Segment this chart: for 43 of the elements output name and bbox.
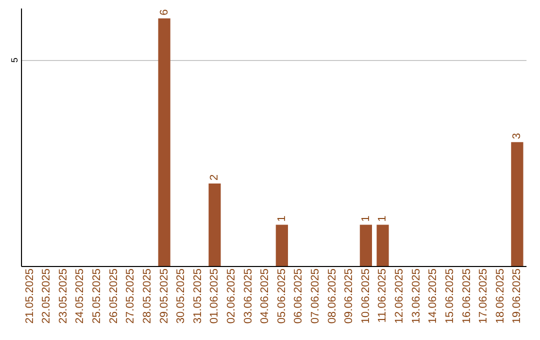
x-tick-label: 13.06.2025 <box>410 268 422 324</box>
x-tick-label: 17.06.2025 <box>478 268 490 324</box>
x-tick-label: 31.05.2025 <box>192 268 204 324</box>
bar <box>360 224 372 266</box>
data-label: 6 <box>158 9 170 16</box>
x-tick-label: 03.06.2025 <box>242 268 254 324</box>
bar <box>158 18 170 266</box>
x-tick-label: 11.06.2025 <box>376 268 389 323</box>
x-tick-label: 15.06.2025 <box>444 268 456 324</box>
bar <box>376 224 389 266</box>
x-tick-label: 19.06.2025 <box>511 268 524 324</box>
data-label: 3 <box>511 133 524 140</box>
bar <box>208 183 221 266</box>
x-tick-label: 14.06.2025 <box>427 268 440 324</box>
x-tick-label: 22.05.2025 <box>40 268 53 324</box>
x-tick-label: 23.05.2025 <box>57 268 70 324</box>
x-tick-label: 25.05.2025 <box>91 268 104 324</box>
x-tick-label: 26.05.2025 <box>108 268 120 324</box>
x-tick-label: 09.06.2025 <box>343 268 356 324</box>
x-tick-label: 01.06.2025 <box>208 268 221 324</box>
x-tick-label: 16.06.2025 <box>460 268 473 324</box>
data-label: 1 <box>276 216 288 222</box>
x-tick-label: 05.06.2025 <box>276 268 288 324</box>
x-tick-label: 02.06.2025 <box>225 268 238 324</box>
data-label: 2 <box>208 174 221 180</box>
x-tick-label: 10.06.2025 <box>360 268 372 324</box>
x-tick-label: 29.05.2025 <box>158 268 170 324</box>
x-tick-label: 07.06.2025 <box>310 268 322 324</box>
data-label: 1 <box>376 216 389 222</box>
x-tick-label: 18.06.2025 <box>494 268 506 324</box>
x-tick-label: 04.06.2025 <box>259 268 272 324</box>
x-tick-label: 06.06.2025 <box>292 268 305 324</box>
bar <box>276 224 288 266</box>
x-tick-label: 30.05.2025 <box>175 268 188 324</box>
x-tick-label: 12.06.2025 <box>394 268 406 324</box>
x-tick-label: 08.06.2025 <box>326 268 338 324</box>
x-tick-label: 24.05.2025 <box>74 268 86 324</box>
x-tick-label: 28.05.2025 <box>141 268 154 324</box>
y-tick-label: 5 <box>10 58 20 63</box>
data-label: 1 <box>360 216 372 222</box>
x-tick-label: 27.05.2025 <box>124 268 137 324</box>
x-tick-label: 21.05.2025 <box>24 268 36 324</box>
bar <box>511 142 524 266</box>
